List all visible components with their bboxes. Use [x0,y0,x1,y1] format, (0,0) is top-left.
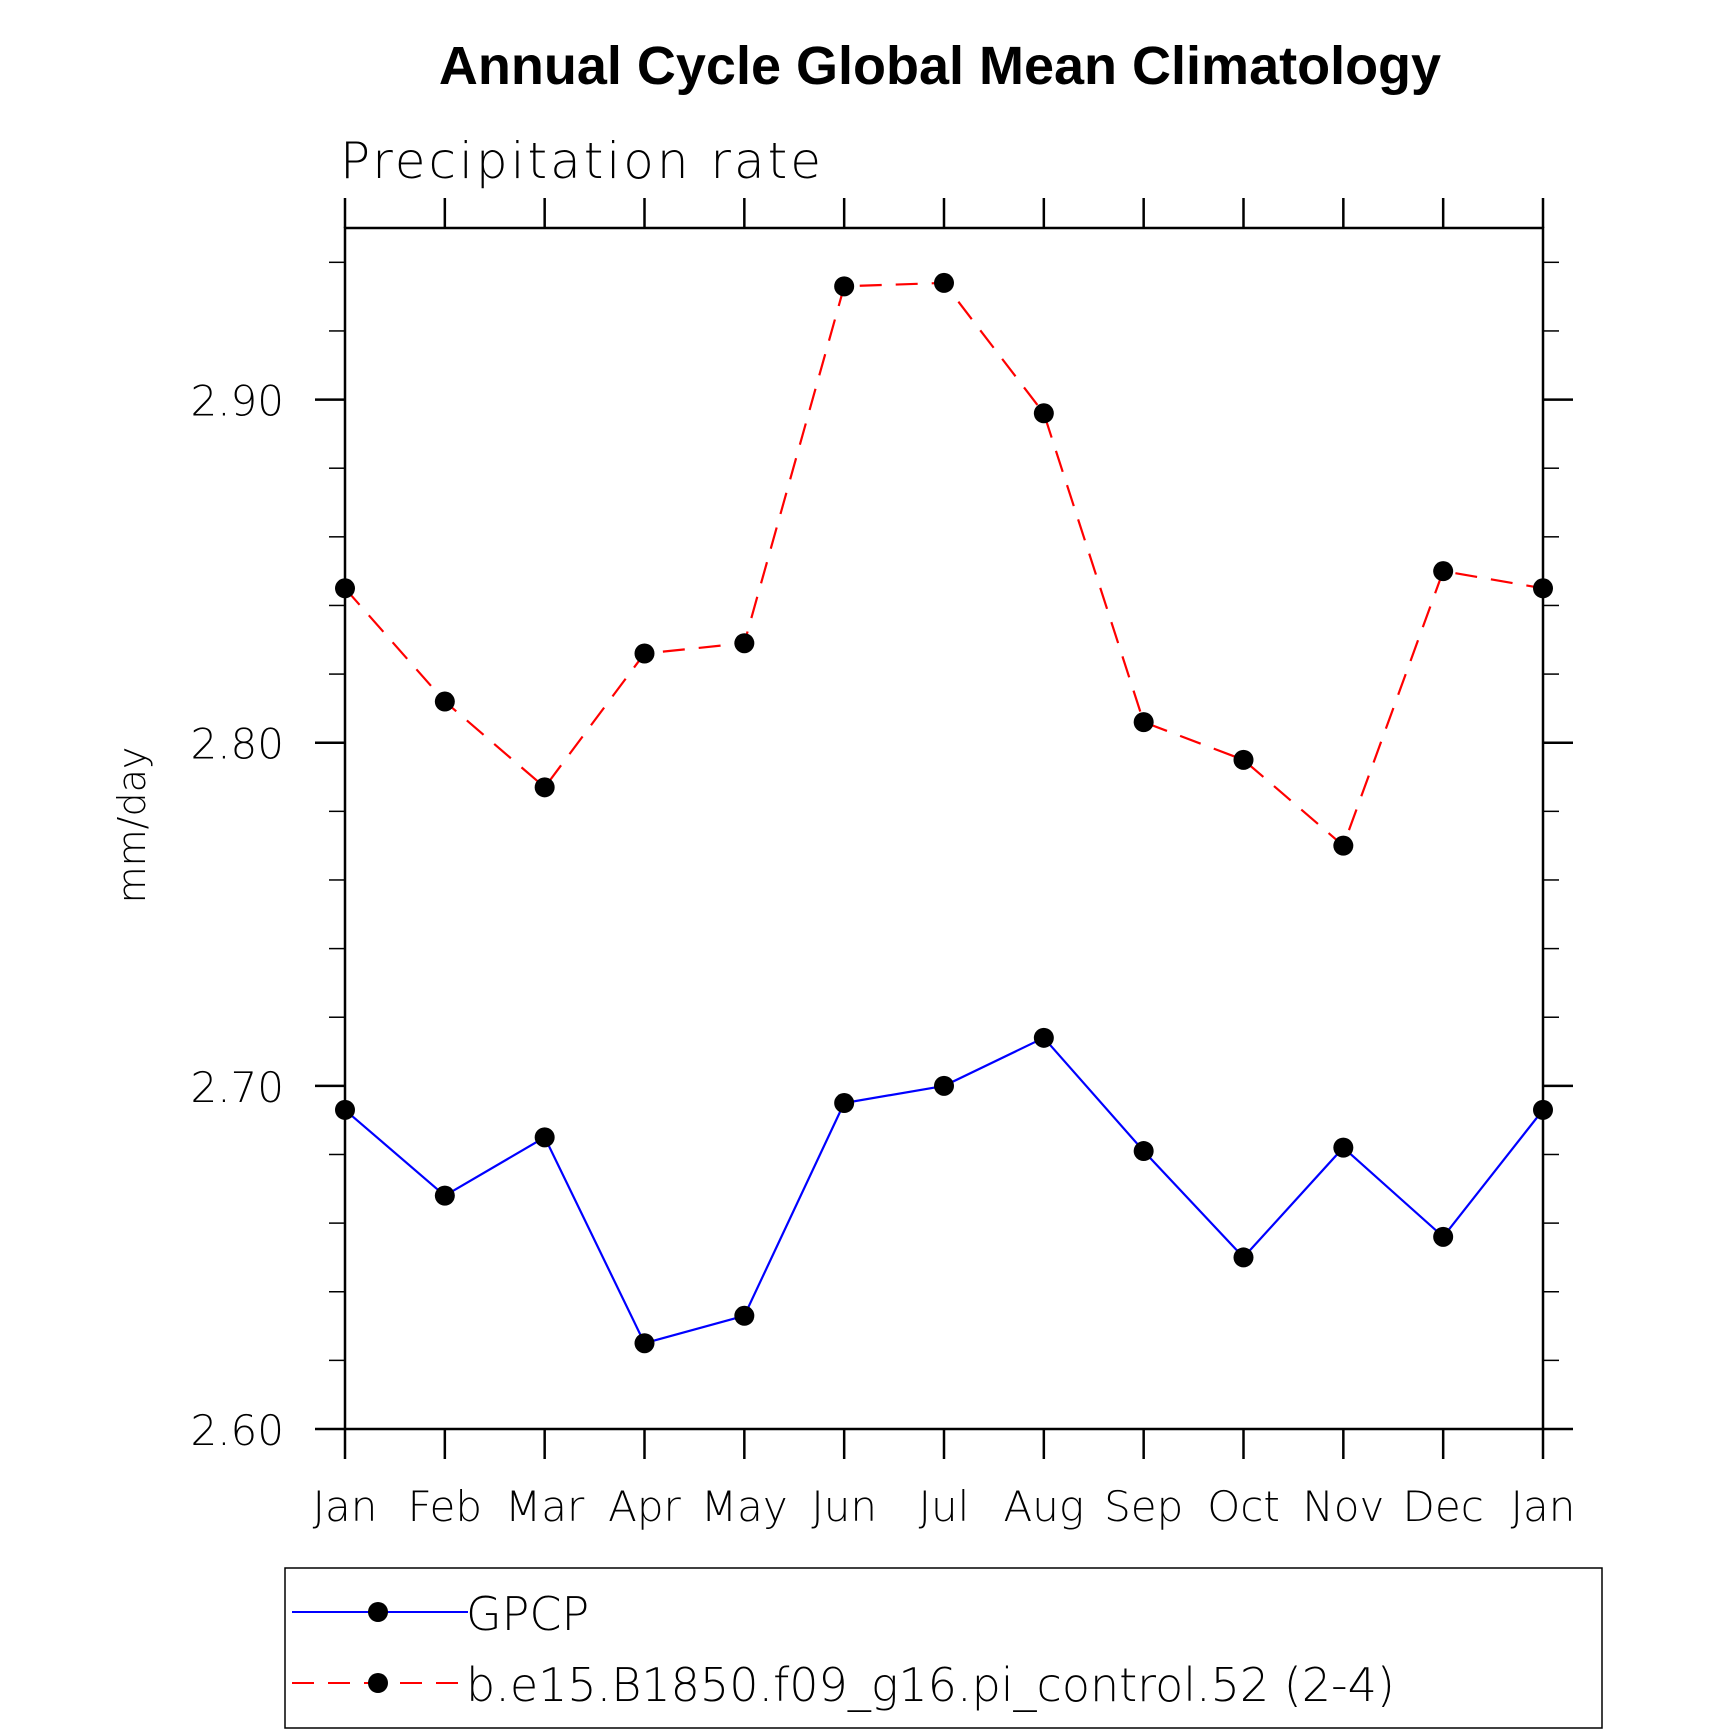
data-point-series-1 [434,691,455,712]
data-point-series-1 [934,272,954,293]
data-point-series-0 [1233,1247,1254,1268]
data-point-series-1 [1333,835,1354,856]
x-tick-label: Jul [919,1482,970,1531]
y-tick-label: 2.70 [190,1063,284,1112]
data-point-series-1 [335,578,355,599]
data-point-series-0 [1433,1226,1454,1247]
data-point-series-1 [1233,749,1254,770]
data-point-series-0 [335,1099,355,1120]
data-point-series-1 [1133,712,1154,733]
x-tick-label: Mar [505,1482,585,1531]
chart-title: Annual Cycle Global Mean Climatology [439,36,1441,96]
data-point-series-1 [1033,403,1054,424]
series-layer [335,272,1553,1354]
y-tick-label: 2.80 [190,720,284,769]
data-point-series-1 [834,276,855,297]
x-tick-label: Oct [1207,1482,1280,1531]
data-point-series-0 [634,1333,655,1354]
data-point-series-0 [734,1305,755,1326]
legend-label-gpcp: GPCP [466,1587,589,1641]
x-tick-label: Jan [313,1482,378,1531]
legend-label-model: b.e15.B1850.f09_g16.pi_control.52 (2-4) [466,1658,1395,1712]
y-axis-label: mm/day [110,747,154,904]
x-tick-label: Jun [811,1482,877,1531]
x-tick-label: Sep [1104,1482,1183,1531]
data-point-series-0 [434,1185,455,1206]
x-tick-label: Dec [1403,1482,1484,1531]
x-tick-label: Jan [1511,1482,1576,1531]
y-tick-label: 2.90 [190,377,284,426]
chart-subtitle: Precipitation rate [340,132,824,190]
data-point-series-0 [934,1075,954,1096]
data-point-series-0 [534,1127,555,1148]
data-point-series-1 [634,643,655,664]
axis-tick-labels: Jan Feb Mar Apr May Jun Jul Aug Sep Oct Nov Dec Jan 2… [190,377,1575,1531]
legend-marker-model [368,1673,388,1693]
x-tick-label: Nov [1302,1482,1384,1531]
data-point-series-0 [1533,1099,1553,1120]
data-point-series-1 [734,633,755,654]
legend-marker-gpcp [368,1602,388,1622]
x-tick-label: May [701,1482,788,1531]
data-point-series-0 [834,1093,855,1114]
data-point-series-0 [1033,1027,1054,1048]
data-point-series-0 [1133,1141,1154,1162]
data-point-series-0 [1333,1137,1354,1158]
x-tick-label: Aug [1004,1482,1085,1531]
data-point-series-1 [1533,578,1553,599]
data-point-series-1 [1433,561,1454,582]
legend: GPCP b.e15.B1850.f09_g16.pi_control.52 (… [284,1567,1603,1729]
axis-ticks [315,198,1573,1459]
x-tick-label: Apr [608,1482,681,1531]
x-tick-label: Feb [408,1482,482,1531]
data-point-series-1 [534,777,555,798]
y-tick-label: 2.60 [190,1406,284,1455]
legend-box [284,1567,1603,1729]
